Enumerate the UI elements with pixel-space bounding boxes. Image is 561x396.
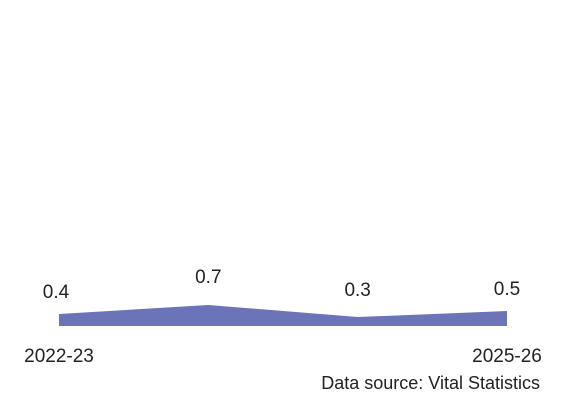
x-axis-ticks: 2022-23 2025-26	[24, 346, 542, 367]
x-tick-label-first: 2022-23	[24, 346, 94, 367]
area-series	[59, 305, 507, 326]
data-label-2024-25: 0.3	[344, 280, 370, 301]
data-label-2023-24: 0.7	[195, 267, 221, 288]
plot-area	[59, 305, 507, 326]
x-tick-label-last: 2025-26	[472, 346, 542, 367]
data-source-note: Data source: Vital Statistics	[321, 373, 540, 393]
data-label-2022-23: 0.4	[43, 282, 70, 303]
data-label-2025-26: 0.5	[494, 279, 520, 300]
data-labels: 0.4 0.7 0.3 0.5	[43, 267, 520, 303]
